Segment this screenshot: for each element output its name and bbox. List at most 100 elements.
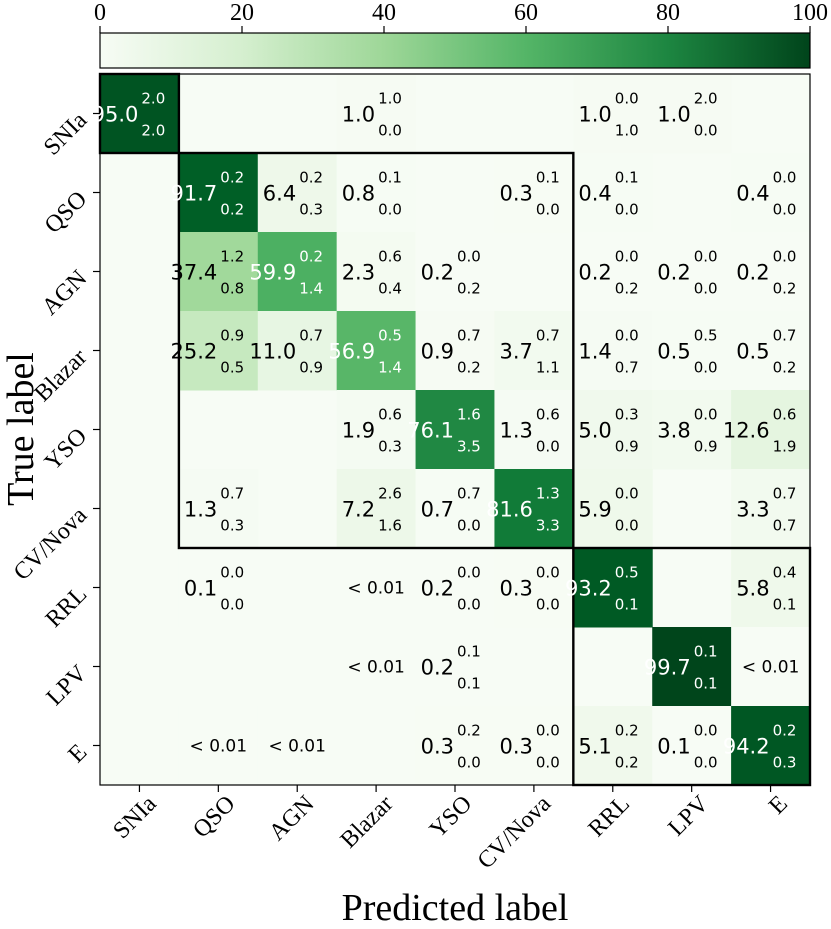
cell-lower-error-label: 0.2: [457, 280, 481, 298]
cell-lower-error-label: 1.1: [536, 359, 560, 377]
heatmap-cell: [336, 153, 417, 233]
cell-lower-error-label: 0.3: [773, 754, 797, 772]
cell-value-label: < 0.01: [347, 658, 405, 678]
cell-upper-error-label: 0.0: [536, 722, 560, 740]
cell-value-label: < 0.01: [347, 579, 405, 599]
heatmap-cell: [415, 311, 495, 391]
cell-lower-error-label: 0.0: [457, 517, 481, 535]
y-tick-label: E: [63, 739, 92, 768]
cell-value-label: 0.3: [499, 735, 532, 759]
colorbar-tick-label: 60: [514, 0, 538, 26]
cell-lower-error-label: 0.3: [378, 438, 402, 456]
cell-value-label: 0.3: [421, 735, 454, 759]
heatmap-cell: [573, 232, 653, 312]
cell-lower-error-label: 0.2: [615, 280, 639, 298]
cell-value-label: 0.1: [657, 735, 690, 759]
cell-value-label: 93.2: [565, 577, 612, 601]
cell-value-label: 94.2: [723, 735, 770, 759]
cell-value-label: 81.6: [486, 498, 533, 522]
cell-lower-error-label: 1.0: [615, 122, 639, 140]
cell-lower-error-label: 0.0: [536, 754, 560, 772]
cell-lower-error-label: 3.5: [457, 438, 481, 456]
cell-value-label: < 0.01: [190, 737, 248, 757]
cell-lower-error-label: 0.0: [536, 201, 560, 219]
y-tick-label: RRL: [41, 581, 92, 632]
cell-upper-error-label: 0.0: [773, 248, 797, 266]
cell-value-label: 76.1: [407, 419, 454, 443]
cell-lower-error-label: 1.6: [378, 517, 402, 535]
cell-lower-error-label: 0.0: [457, 754, 481, 772]
x-tick-label: RRL: [584, 791, 635, 842]
cell-value-label: 0.7: [421, 498, 454, 522]
cell-value-label: 99.7: [644, 656, 691, 680]
heatmap-cell: [573, 311, 653, 391]
cell-lower-error-label: 0.2: [220, 201, 244, 219]
cell-value-label: 3.8: [657, 419, 690, 443]
cell-upper-error-label: 0.5: [378, 327, 402, 345]
colorbar: 0 20 40 60 80 100: [94, 0, 828, 69]
heatmap-cell: [652, 311, 732, 391]
cell-upper-error-label: 0.3: [615, 406, 639, 424]
cell-upper-error-label: 0.1: [615, 169, 639, 187]
heatmap-cell: [731, 232, 811, 312]
cell-value-label: 59.9: [249, 261, 296, 285]
cell-value-label: 0.5: [657, 340, 690, 364]
cell-value-label: 1.3: [499, 419, 532, 443]
cell-upper-error-label: 0.0: [615, 327, 639, 345]
cell-value-label: 0.3: [499, 182, 532, 206]
cell-value-label: 95.0: [92, 103, 139, 127]
cell-upper-error-label: 0.6: [536, 406, 560, 424]
heatmap-cell: [257, 311, 338, 391]
heatmap-cell: [494, 153, 574, 233]
cell-upper-error-label: 0.2: [615, 722, 639, 740]
heatmap-cell: [494, 311, 574, 391]
group-box: [177, 151, 575, 550]
cell-lower-error-label: 0.8: [220, 280, 244, 298]
y-tick-label: CV/Nova: [9, 502, 93, 586]
heatmap-cell: [652, 232, 732, 312]
heatmap-cells: [100, 74, 811, 786]
cell-upper-error-label: 0.7: [220, 485, 244, 503]
heatmap-cell: [178, 469, 259, 549]
cell-value-label: 5.8: [736, 577, 769, 601]
cell-upper-error-label: 0.0: [615, 90, 639, 108]
cell-upper-error-label: 0.7: [773, 485, 797, 503]
cell-upper-error-label: 0.0: [457, 248, 481, 266]
cell-value-label: 56.9: [328, 340, 375, 364]
cell-lower-error-label: 0.9: [615, 438, 639, 456]
cell-lower-error-label: 0.2: [773, 280, 797, 298]
heatmap-cell: [178, 706, 259, 786]
cell-value-label: 6.4: [263, 182, 296, 206]
cell-value-label: 0.5: [736, 340, 769, 364]
x-tick-label: QSO: [188, 791, 240, 843]
cell-upper-error-label: 0.0: [694, 406, 718, 424]
cell-lower-error-label: 0.0: [536, 438, 560, 456]
cell-value-label: 0.4: [578, 182, 611, 206]
cell-upper-error-label: 0.6: [773, 406, 797, 424]
cell-value-label: 25.2: [171, 340, 218, 364]
heatmap-cell: [731, 390, 811, 470]
heatmap-cell: [573, 153, 653, 233]
cell-value-label: 7.2: [342, 498, 375, 522]
cell-upper-error-label: 0.0: [694, 248, 718, 266]
cell-value-label: 0.2: [421, 261, 454, 285]
cell-value-label: 1.4: [578, 340, 611, 364]
cell-upper-error-label: 0.0: [694, 722, 718, 740]
heatmap-cell: [731, 548, 811, 628]
heatmap-cell: [415, 232, 495, 312]
cell-upper-error-label: 0.0: [536, 564, 560, 582]
heatmap-cell: [494, 469, 574, 549]
heatmap-cell: [178, 311, 259, 391]
cell-value-label: 0.2: [578, 261, 611, 285]
cell-value-label: < 0.01: [268, 737, 326, 757]
heatmap-cell: [573, 706, 653, 786]
heatmap-cell: [573, 548, 653, 628]
heatmap-cell: [652, 706, 732, 786]
cell-value-label: 0.8: [342, 182, 375, 206]
cell-value-label: 5.0: [578, 419, 611, 443]
cell-upper-error-label: 0.2: [220, 169, 244, 187]
cell-lower-error-label: 0.2: [457, 359, 481, 377]
cell-lower-error-label: 0.4: [378, 280, 402, 298]
x-tick-label: Blazar: [336, 791, 399, 854]
